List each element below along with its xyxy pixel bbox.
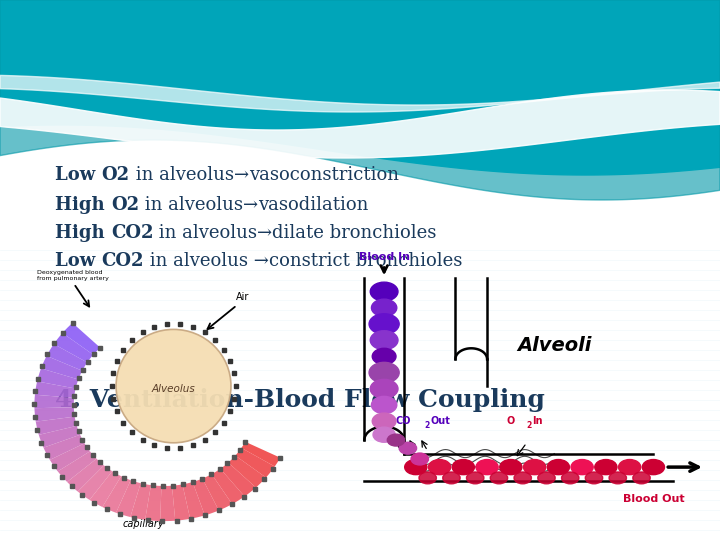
Polygon shape [63, 323, 100, 355]
Circle shape [372, 348, 396, 364]
Polygon shape [102, 476, 130, 513]
Text: Alveolus: Alveolus [152, 384, 195, 394]
Text: Low: Low [55, 166, 102, 184]
Polygon shape [43, 435, 84, 460]
Circle shape [370, 282, 398, 301]
Ellipse shape [116, 329, 231, 443]
Circle shape [405, 460, 427, 475]
Text: in alveolus →: in alveolus → [144, 252, 269, 270]
Polygon shape [47, 344, 87, 371]
Polygon shape [192, 478, 219, 515]
Text: Blood In: Blood In [359, 252, 410, 262]
Polygon shape [54, 333, 94, 362]
Polygon shape [89, 471, 121, 507]
Text: In: In [533, 416, 543, 426]
Polygon shape [35, 407, 75, 422]
Circle shape [372, 299, 397, 316]
Text: Blood Out: Blood Out [623, 494, 684, 504]
Polygon shape [202, 474, 232, 510]
Text: capillary: capillary [122, 519, 164, 529]
Circle shape [562, 472, 579, 484]
Circle shape [500, 460, 522, 475]
Polygon shape [172, 484, 190, 521]
Circle shape [373, 427, 395, 442]
Circle shape [642, 460, 665, 475]
Text: High: High [55, 224, 111, 242]
Polygon shape [35, 381, 76, 398]
Circle shape [595, 460, 617, 475]
Circle shape [387, 434, 405, 446]
Circle shape [399, 442, 417, 454]
Text: 2: 2 [526, 421, 532, 430]
Circle shape [571, 460, 593, 475]
Text: O2: O2 [102, 166, 130, 184]
Circle shape [523, 460, 546, 475]
Polygon shape [35, 395, 74, 408]
Text: O2: O2 [111, 196, 139, 214]
Circle shape [369, 314, 399, 334]
Polygon shape [212, 469, 245, 504]
Circle shape [370, 330, 398, 350]
Text: Alveoli: Alveoli [517, 336, 592, 355]
Polygon shape [160, 485, 175, 521]
Circle shape [467, 472, 484, 484]
Polygon shape [58, 451, 96, 482]
Circle shape [411, 453, 428, 465]
Text: constrict bronchioles: constrict bronchioles [269, 252, 462, 270]
Text: CO: CO [396, 416, 412, 426]
Polygon shape [67, 458, 104, 491]
Text: vasodilation: vasodilation [258, 196, 369, 214]
Text: CO2: CO2 [102, 252, 144, 270]
Text: O: O [507, 416, 515, 426]
Polygon shape [37, 368, 78, 389]
Circle shape [428, 460, 451, 475]
Polygon shape [235, 448, 275, 477]
Text: 4. Ventilation-Blood Flow Coupling: 4. Ventilation-Blood Flow Coupling [55, 388, 545, 412]
Text: in alveolus→: in alveolus→ [153, 224, 272, 242]
Text: Low: Low [55, 252, 102, 270]
Circle shape [490, 472, 508, 484]
Circle shape [585, 472, 603, 484]
Circle shape [476, 460, 498, 475]
Text: vasoconstriction: vasoconstriction [248, 166, 399, 184]
Polygon shape [182, 482, 204, 519]
Circle shape [618, 460, 641, 475]
Text: in alveolus→: in alveolus→ [130, 166, 248, 184]
Text: High: High [55, 196, 111, 214]
Circle shape [609, 472, 626, 484]
Polygon shape [241, 442, 280, 467]
Polygon shape [50, 443, 90, 471]
Polygon shape [228, 456, 266, 488]
Text: 2: 2 [425, 421, 430, 430]
Text: Out: Out [431, 416, 450, 426]
Circle shape [538, 472, 555, 484]
Polygon shape [39, 426, 80, 448]
Polygon shape [116, 480, 140, 517]
Circle shape [514, 472, 531, 484]
Polygon shape [41, 356, 82, 380]
Text: dilate bronchioles: dilate bronchioles [272, 224, 437, 242]
Circle shape [633, 472, 650, 484]
Circle shape [370, 379, 398, 398]
Circle shape [372, 396, 397, 414]
Circle shape [443, 472, 460, 484]
Polygon shape [220, 463, 256, 496]
Polygon shape [36, 417, 77, 435]
Circle shape [452, 460, 474, 475]
Text: CO2: CO2 [111, 224, 153, 242]
Polygon shape [78, 465, 112, 500]
Polygon shape [130, 483, 151, 520]
Circle shape [372, 413, 396, 429]
Text: Deoxygenated blood
from pulmonary artery: Deoxygenated blood from pulmonary artery [37, 270, 109, 281]
Circle shape [419, 472, 436, 484]
Circle shape [547, 460, 570, 475]
Circle shape [369, 362, 399, 383]
Text: Air: Air [236, 292, 250, 302]
Polygon shape [145, 485, 161, 521]
Text: in alveolus→: in alveolus→ [139, 196, 258, 214]
